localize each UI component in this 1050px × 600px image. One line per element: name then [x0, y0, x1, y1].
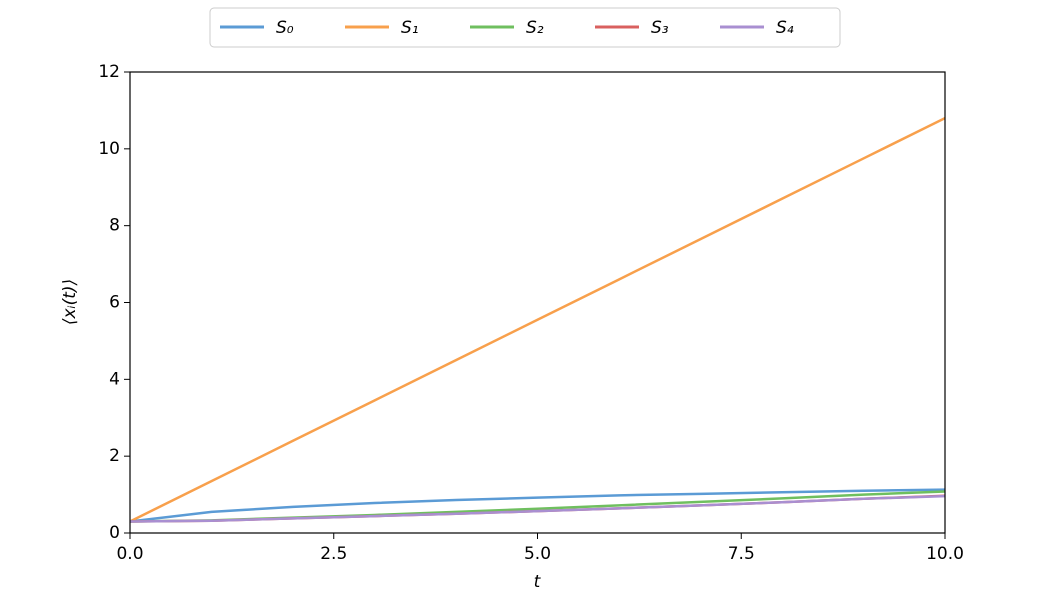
x-tick-label: 10.0	[926, 544, 964, 564]
x-tick-label: 7.5	[728, 544, 755, 564]
y-axis-label: ⟨xᵢ(t)⟩	[60, 279, 80, 325]
x-axis-label: t	[534, 572, 542, 592]
y-tick-label: 10	[98, 139, 120, 159]
series-line	[129, 488, 946, 523]
y-tick-label: 0	[109, 523, 120, 543]
legend-label: S₁	[401, 18, 419, 38]
legend-label: S₄	[776, 18, 794, 38]
legend-label: S₃	[651, 18, 669, 38]
plot-frame	[129, 71, 946, 534]
series-line	[129, 116, 946, 523]
series-line	[129, 494, 946, 523]
legend-box	[209, 7, 841, 48]
x-tick-label: 2.5	[320, 544, 347, 564]
x-tick-label: 5.0	[524, 544, 551, 564]
y-tick-label: 12	[98, 62, 120, 82]
y-tick-label: 6	[109, 293, 120, 313]
legend-label: S₂	[526, 18, 544, 38]
y-tick-label: 8	[109, 216, 120, 236]
x-tick-label: 0.0	[116, 544, 143, 564]
y-tick-label: 2	[109, 446, 120, 466]
series-line	[129, 490, 946, 523]
y-tick-label: 4	[109, 369, 120, 389]
legend-label: S₀	[276, 18, 294, 38]
